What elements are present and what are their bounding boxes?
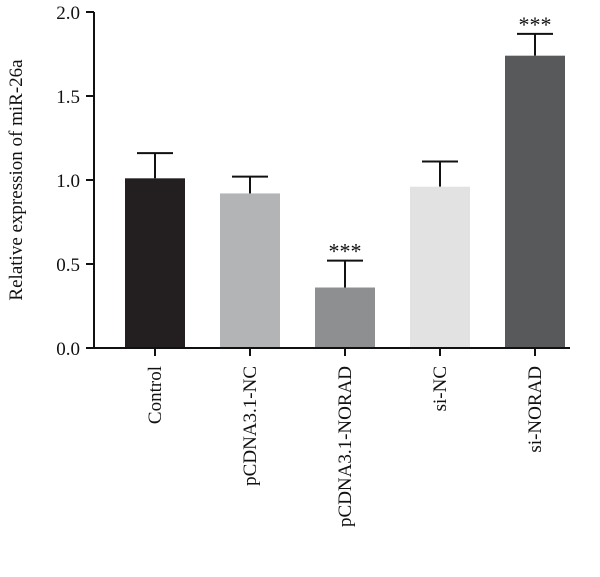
significance-label: *** [519,12,552,37]
y-tick-label: 1.0 [56,171,80,192]
significance-label: *** [329,239,362,264]
x-axis: Control pCDNA3.1-NC pCDNA3.1-NORAD si-NC si-… [94,347,570,527]
bar-si-norad [505,55,565,349]
bars-group: *** *** [125,12,565,349]
y-axis-title: Relative expression of miR-26a [6,59,27,301]
bar-pcdna3-1-nc [220,193,280,348]
y-tick-label: 1.5 [56,87,80,108]
bar-control [125,178,185,348]
x-tick-label: Control [145,366,166,424]
y-tick-label: 2.0 [56,3,80,24]
x-tick-label: si-NORAD [525,366,546,453]
bar-si-nc [410,186,470,348]
y-tick-label: 0.5 [56,255,80,276]
x-tick-label: si-NC [430,366,451,411]
x-tick-label: pCDNA3.1-NC [240,366,261,486]
bar-pcdna3-1-norad [315,287,375,348]
y-tick-label: 0.0 [56,339,80,360]
y-axis: 0.0 0.5 1.0 1.5 2.0 [56,3,95,360]
x-tick-label: pCDNA3.1-NORAD [335,366,356,527]
